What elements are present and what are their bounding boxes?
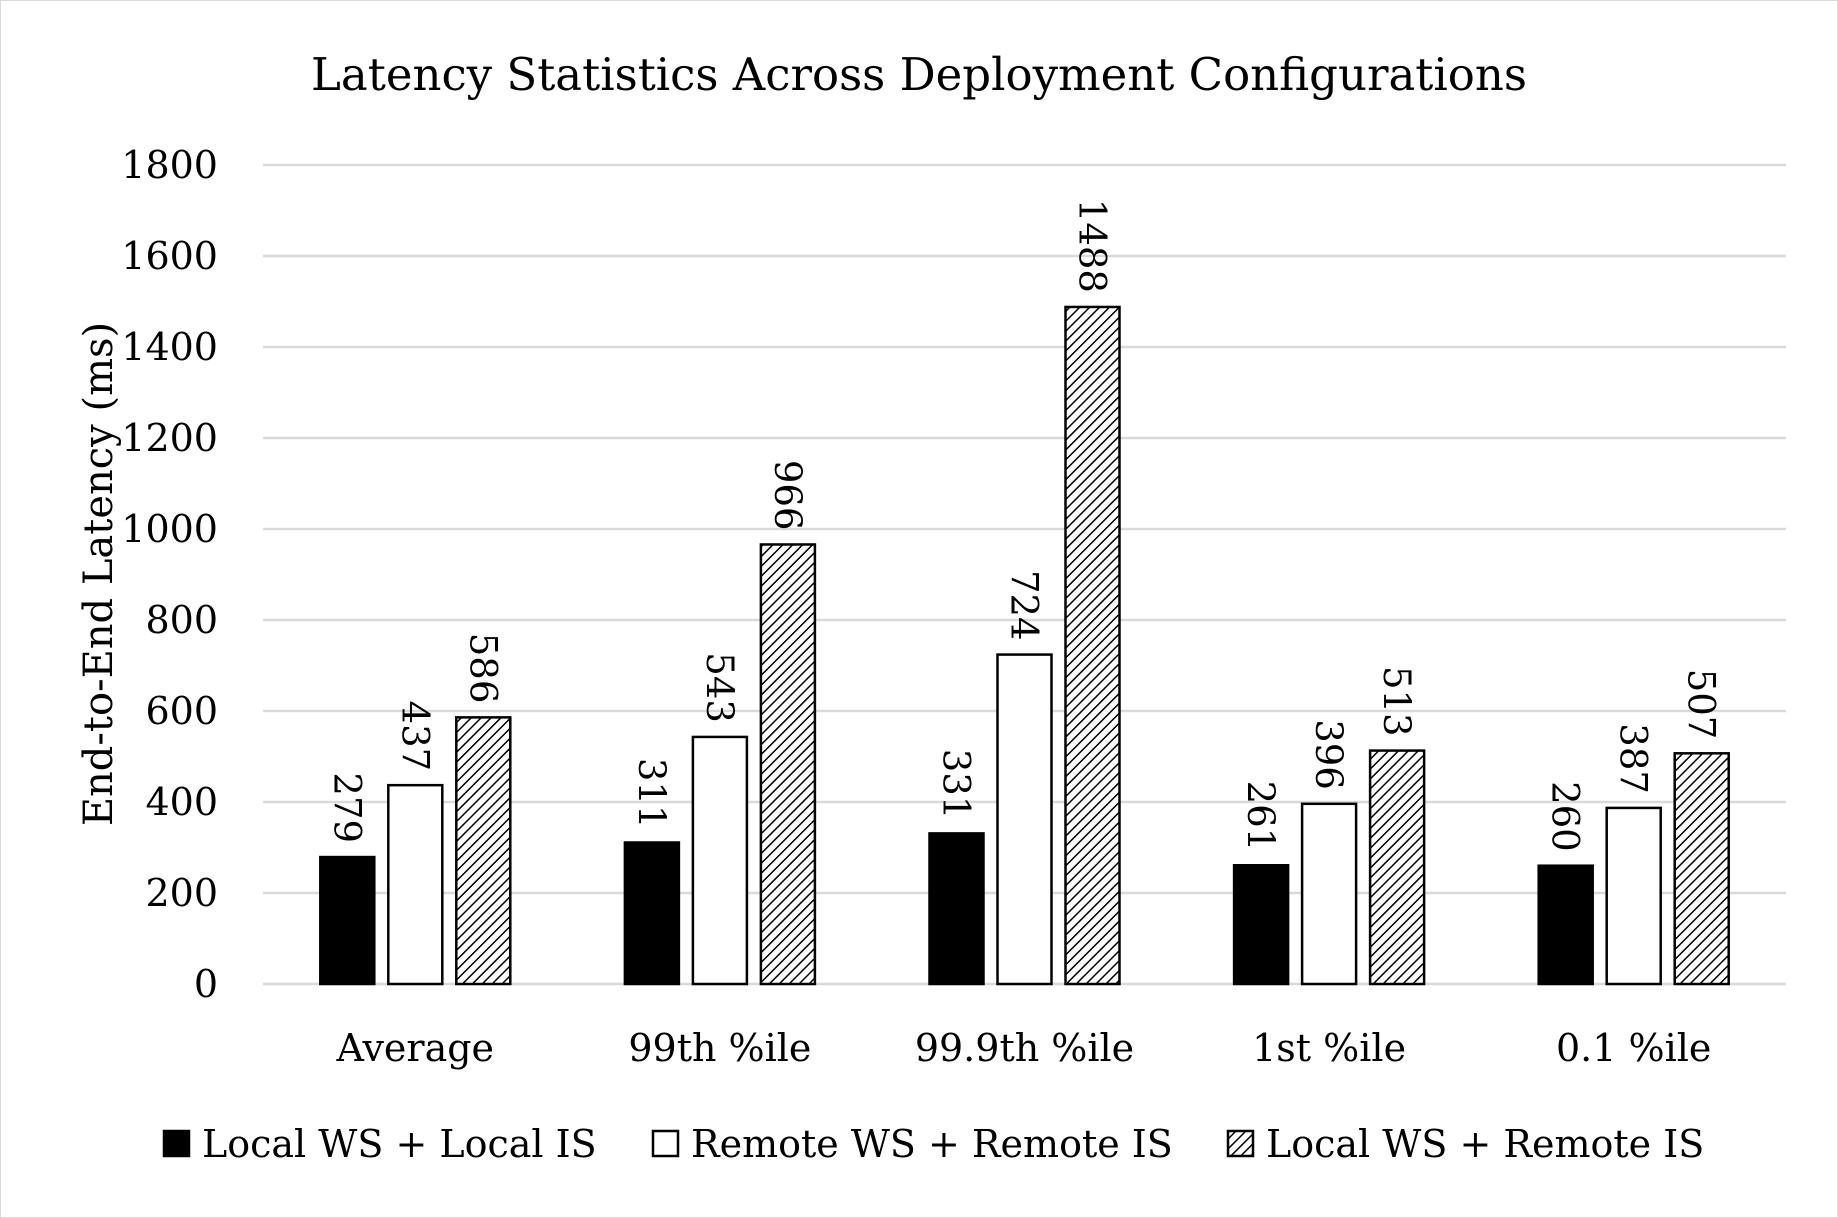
bar [1673, 752, 1730, 986]
legend-label: Local WS + Remote IS [1266, 1122, 1704, 1166]
data-label: 387 [1612, 723, 1655, 794]
bar [1064, 305, 1121, 986]
legend-swatch [651, 1129, 680, 1158]
y-tick-label: 1800 [121, 143, 218, 187]
y-tick-label: 1000 [121, 507, 218, 551]
legend-item: Local WS + Local IS [162, 1122, 597, 1166]
data-label: 966 [766, 460, 809, 531]
bar [623, 841, 681, 986]
y-tick-label: 600 [145, 689, 218, 733]
data-label: 260 [1544, 781, 1587, 852]
bar [759, 543, 817, 986]
legend-swatch [162, 1129, 191, 1158]
bar [928, 832, 985, 986]
legend-item: Local WS + Remote IS [1226, 1122, 1704, 1166]
legend-swatch [1226, 1129, 1255, 1158]
data-label: 437 [393, 701, 436, 772]
y-tick-label: 1200 [121, 416, 218, 460]
data-label: 396 [1307, 719, 1350, 790]
data-label: 507 [1680, 669, 1723, 740]
bar [319, 855, 376, 986]
x-tick-labels: Average 99th %ile 99.9th %ile 1st %ile 0.1 %… [336, 1026, 1712, 1070]
y-tick-labels: 0 200 400 600 800 1000 1200 1400 1600 1800 [121, 143, 218, 1006]
bar [691, 735, 749, 986]
data-label: 1488 [1071, 199, 1114, 293]
x-tick-label: 99.9th %ile [915, 1026, 1134, 1070]
data-label: 331 [935, 749, 978, 820]
legend-label: Remote WS + Remote IS [691, 1122, 1173, 1166]
x-tick-label: 1st %ile [1252, 1026, 1406, 1070]
data-label: 261 [1239, 781, 1282, 852]
data-label: 311 [630, 758, 673, 829]
data-label: 724 [1003, 570, 1046, 641]
legend-label: Local WS + Local IS [202, 1122, 597, 1166]
bar [996, 653, 1053, 986]
data-label: 279 [325, 772, 368, 843]
bar [1300, 802, 1358, 986]
data-label: 513 [1375, 666, 1418, 737]
data-labels: 279 437 586 311 543 966 331 724 1488 261 396 513 260… [325, 199, 1722, 852]
chart-title: Latency Statistics Across Deployment Con… [311, 48, 1527, 101]
y-tick-label: 800 [145, 598, 218, 642]
y-tick-label: 400 [145, 780, 218, 824]
bar [387, 783, 444, 986]
bar [1368, 749, 1426, 986]
x-tick-label: 99th %ile [628, 1026, 811, 1070]
data-label: 586 [461, 633, 504, 704]
y-tick-label: 1400 [121, 325, 218, 369]
data-label: 543 [698, 652, 741, 723]
gridlines [263, 163, 1786, 986]
legend-item: Remote WS + Remote IS [651, 1122, 1173, 1166]
bar [1605, 806, 1662, 986]
y-tick-label: 1600 [121, 234, 218, 278]
y-tick-label: 0 [194, 962, 218, 1006]
legend: Local WS + Local IS Remote WS + Remote IS… [162, 1122, 1704, 1166]
y-axis-label: End-to-End Latency (ms) [76, 322, 122, 826]
bar [455, 716, 512, 986]
y-tick-label: 200 [145, 871, 218, 915]
x-tick-label: Average [336, 1026, 495, 1070]
bar [1232, 863, 1290, 986]
bars [319, 305, 1730, 986]
bar [1537, 864, 1594, 986]
x-tick-label: 0.1 %ile [1556, 1026, 1711, 1070]
